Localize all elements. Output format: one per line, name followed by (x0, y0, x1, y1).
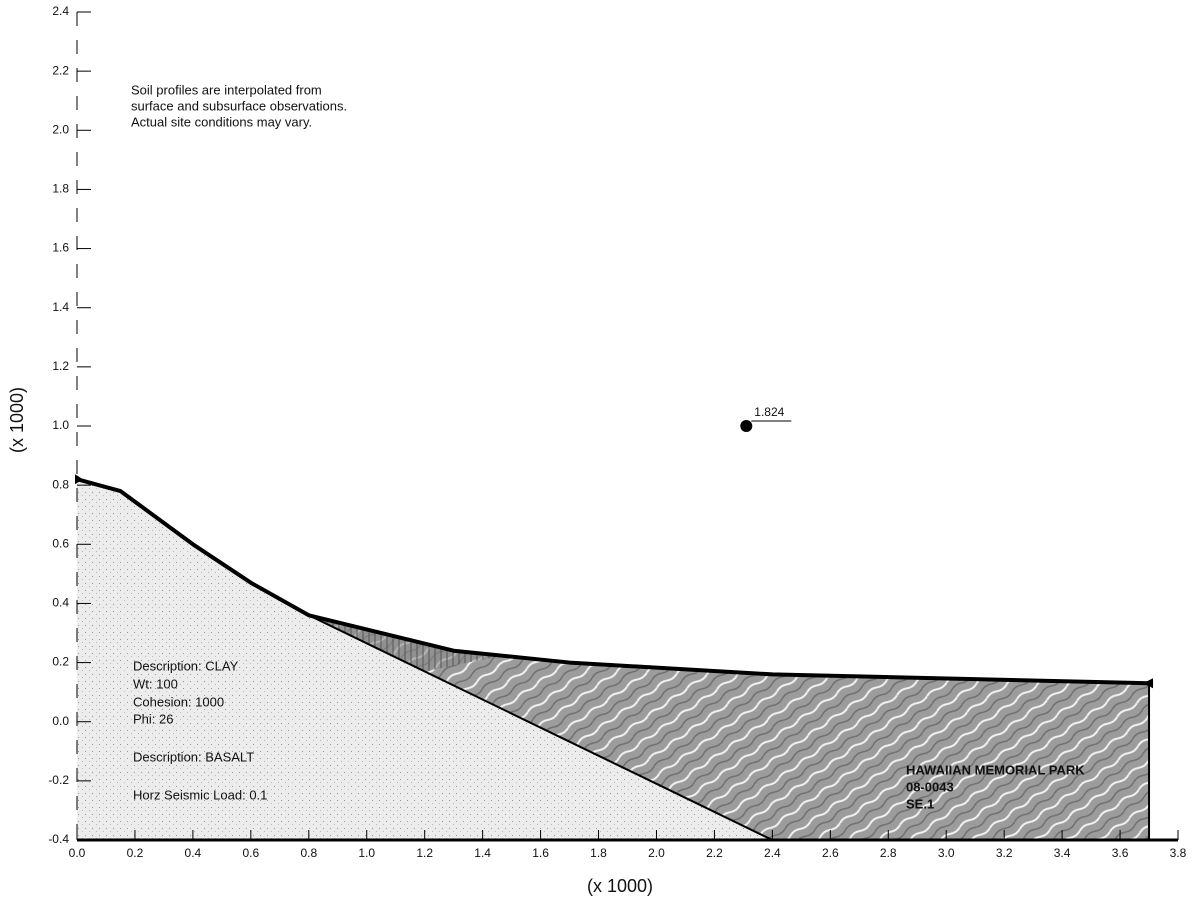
y-tick-label: 1.6 (52, 241, 69, 255)
material-label: Description: BASALT (133, 749, 254, 764)
material-label: Description: CLAY (133, 658, 239, 673)
material-label: Phi: 26 (133, 711, 173, 726)
x-tick-label: 3.4 (1054, 846, 1071, 860)
soil-texture (77, 479, 773, 840)
start-marker (75, 474, 83, 485)
x-tick-label: 0.4 (185, 846, 202, 860)
y-tick-label: 1.0 (52, 418, 69, 432)
y-tick-label: 0.6 (52, 536, 69, 550)
y-tick-label: 2.2 (52, 63, 69, 77)
y-axis-label: (x 1000) (7, 387, 27, 453)
notes: Soil profiles are interpolated from surf… (131, 82, 347, 129)
x-tick-label: 2.0 (648, 846, 665, 860)
y-tick-label: -0.2 (48, 773, 69, 787)
project-label: HAWAIIAN MEMORIAL PARK (906, 762, 1085, 777)
x-tick-label: 1.2 (416, 846, 433, 860)
x-tick-label: 2.4 (764, 846, 781, 860)
y-tick-label: 1.8 (52, 182, 69, 196)
wedge-hatch (308, 615, 498, 672)
x-axis-label: (x 1000) (587, 876, 653, 896)
y-tick-label: 0.2 (52, 655, 69, 669)
y-tick-label: 2.0 (52, 122, 69, 136)
x-tick-label: 3.8 (1170, 846, 1187, 860)
x-tick-label: 3.2 (996, 846, 1013, 860)
end-marker (1143, 678, 1154, 689)
x-tick-label: 0.6 (242, 846, 259, 860)
material-label: Wt: 100 (133, 676, 178, 691)
y-tick-label: 1.2 (52, 359, 69, 373)
point-label: 1.824 (754, 405, 784, 419)
material-label: Cohesion: 1000 (133, 694, 224, 709)
y-tick-label: 0.8 (52, 477, 69, 491)
center-point (740, 420, 753, 432)
project-label: 08-0043 (906, 779, 954, 794)
ground-surface (76, 477, 1150, 686)
x-tick-label: 0.8 (300, 846, 317, 860)
x-tick-label: 2.6 (822, 846, 839, 860)
x-tick-label: 2.2 (706, 846, 723, 860)
x-tick-label: 1.6 (532, 846, 549, 860)
note: Soil profiles are interpolated from (131, 82, 322, 97)
project-label: SE.1 (906, 796, 934, 811)
soil-texture (308, 615, 1150, 840)
x-tick-label: 1.4 (474, 846, 491, 860)
x-tick-label: 3.0 (938, 846, 955, 860)
material-label: Horz Seismic Load: 0.1 (133, 787, 267, 802)
y-tick-label: 0.4 (52, 596, 69, 610)
x-tick-label: 0.0 (69, 846, 86, 860)
x-tick-label: 1.8 (590, 846, 607, 860)
note: surface and subsurface observations. (131, 98, 347, 113)
y-tick-label: 1.4 (52, 300, 69, 314)
x-tick-label: 0.2 (127, 846, 144, 860)
y-tick-label: 2.4 (52, 4, 69, 18)
note: Actual site conditions may vary. (131, 114, 312, 129)
x-tick-label: 2.8 (880, 846, 897, 860)
layer-boundary (308, 614, 773, 841)
x-tick-label: 3.6 (1112, 846, 1129, 860)
x-tick-label: 1.0 (358, 846, 375, 860)
y-tick-label: 0.0 (52, 714, 69, 728)
y-tick-label: -0.4 (48, 832, 69, 846)
